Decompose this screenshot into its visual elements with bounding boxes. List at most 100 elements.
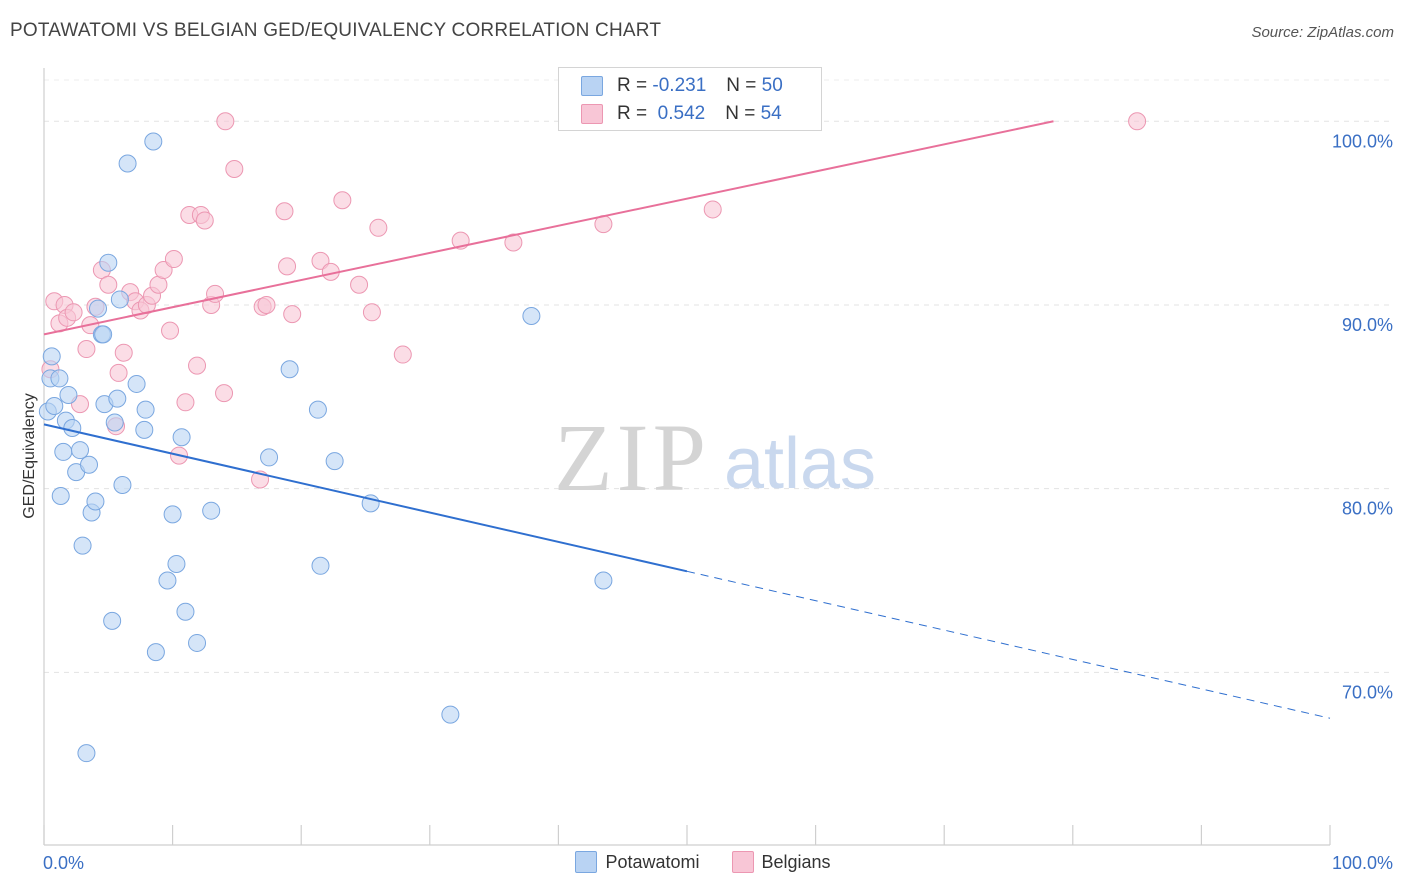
legend-row-potawatomi: R = -0.231 N = 50 (581, 72, 783, 100)
n-value: 54 (760, 103, 782, 124)
belgians-point (176, 393, 195, 412)
belgians-point (225, 160, 244, 179)
potawatomi-point (522, 306, 541, 325)
n-value: 50 (761, 75, 783, 96)
potawatomi-point (136, 400, 155, 419)
belgians-point (703, 200, 722, 219)
belgians-point (275, 202, 294, 221)
potawatomi-point (260, 448, 279, 467)
r-label: R = (617, 75, 648, 96)
y-axis-label: GED/Equivalency (21, 393, 38, 518)
legend-row-belgians: R = 0.542 N = 54 (581, 100, 782, 128)
potawatomi-point (103, 611, 122, 630)
potawatomi-trend-extension (686, 570, 1331, 719)
potawatomi-point (594, 571, 613, 590)
chart-title: POTAWATOMI VS BELGIAN GED/EQUIVALENCY CO… (10, 20, 662, 41)
potawatomi-point (127, 374, 146, 393)
belgians-point (333, 191, 352, 210)
potawatomi-point (54, 442, 73, 461)
belgians-point (154, 261, 173, 280)
potawatomi-point (308, 400, 327, 419)
potawatomi-point (42, 347, 61, 366)
potawatomi-points (38, 132, 613, 763)
potawatomi-point (188, 633, 207, 652)
correlation-legend: R = -0.231 N = 50 R = 0.542 N = 54 (558, 67, 822, 131)
legend-item-potawatomi[interactable]: Potawatomi (575, 851, 700, 873)
potawatomi-point (311, 556, 330, 575)
legend-swatch-pink (731, 851, 754, 873)
belgians-point (77, 340, 96, 359)
potawatomi-point (99, 253, 118, 272)
source-label: Source: ZipAtlas.com (1251, 24, 1394, 41)
y-tick-label: 80.0% (1342, 499, 1393, 519)
potawatomi-point (144, 132, 163, 151)
trend-lines (43, 120, 1331, 719)
potawatomi-point (176, 602, 195, 621)
y-tick-label: 100.0% (1332, 131, 1393, 151)
potawatomi-point (113, 475, 132, 494)
watermark-atlas: atlas (724, 424, 876, 504)
belgians-point (164, 250, 183, 269)
x-tick-label: 100.0% (1332, 853, 1393, 873)
n-label: N = (725, 103, 756, 124)
belgians-point (99, 275, 118, 294)
potawatomi-point (118, 154, 137, 173)
potawatomi-point (105, 413, 124, 432)
belgians-point (283, 305, 302, 324)
belgians-point (257, 295, 276, 314)
series-legend: Potawatomi Belgians (0, 851, 1406, 873)
potawatomi-point (202, 501, 221, 520)
potawatomi-point (51, 486, 70, 505)
belgians-point (114, 343, 133, 362)
belgians-point (64, 303, 83, 322)
potawatomi-point (86, 492, 105, 511)
axes (43, 68, 1331, 846)
potawatomi-point (77, 744, 96, 763)
potawatomi-point (63, 419, 82, 438)
potawatomi-point (108, 389, 127, 408)
potawatomi-point (71, 441, 90, 460)
watermark: ZIP atlas (554, 404, 876, 511)
r-value: 0.542 (657, 103, 706, 124)
belgians-point (311, 251, 330, 270)
potawatomi-point (135, 420, 154, 439)
legend-item-belgians[interactable]: Belgians (731, 851, 831, 873)
belgians-point (1128, 112, 1147, 131)
belgians-point (362, 303, 381, 322)
r-value: -0.231 (652, 75, 707, 96)
n-label: N = (726, 75, 757, 96)
potawatomi-point (325, 452, 344, 471)
belgians-point (393, 345, 412, 364)
potawatomi-point (110, 290, 129, 309)
gridlines (44, 79, 1392, 673)
legend-label: Belgians (761, 851, 831, 872)
legend-swatch-blue (575, 851, 598, 873)
potawatomi-point (45, 396, 64, 415)
legend-label: Potawatomi (605, 851, 700, 872)
potawatomi-point (73, 536, 92, 555)
potawatomi-point (94, 325, 113, 344)
belgians-point (369, 218, 388, 237)
potawatomi-point (59, 385, 78, 404)
potawatomi-point (80, 455, 99, 474)
potawatomi-point (158, 571, 177, 590)
x-tick-label: 0.0% (43, 853, 84, 873)
belgians-point (188, 356, 207, 375)
potawatomi-point (146, 643, 165, 662)
y-tick-label: 90.0% (1342, 315, 1393, 335)
legend-swatch-pink (581, 104, 603, 124)
legend-swatch-blue (581, 76, 603, 96)
potawatomi-point (280, 360, 299, 379)
potawatomi-point (163, 505, 182, 524)
potawatomi-point (89, 299, 108, 318)
tick-labels: 70.0% 80.0% 90.0% 100.0% 0.0% 100.0% (43, 131, 1393, 873)
potawatomi-point (50, 369, 69, 388)
belgians-point (350, 275, 369, 294)
belgians-point (278, 257, 297, 276)
potawatomi-trend-line (43, 423, 688, 573)
belgians-trend-line (43, 120, 1054, 336)
potawatomi-point (167, 554, 186, 573)
y-tick-label: 70.0% (1342, 682, 1393, 702)
potawatomi-point (441, 705, 460, 724)
